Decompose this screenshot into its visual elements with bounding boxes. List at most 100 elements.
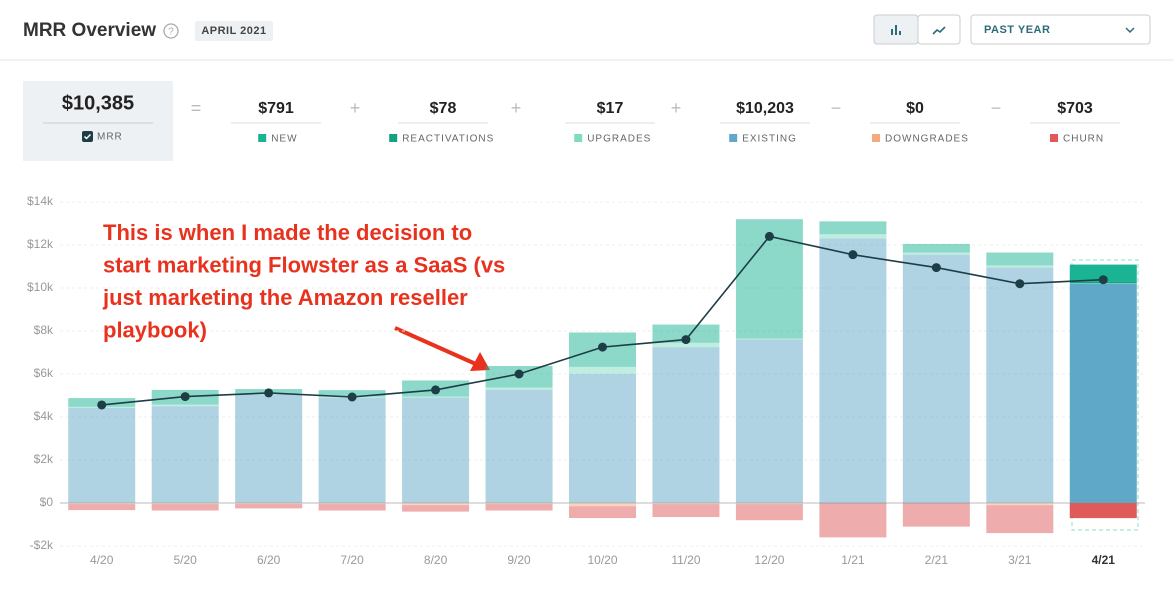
bar-segment	[485, 503, 553, 505]
mrr-point	[931, 263, 941, 273]
bar-segment	[235, 394, 303, 503]
x-tick-label: 10/20	[587, 553, 617, 567]
bar-segment	[402, 503, 470, 506]
arrow	[394, 326, 479, 367]
summary-label: DOWNGRADES	[885, 134, 969, 145]
x-tick-label: 1/21	[841, 553, 865, 567]
line-icon	[932, 26, 946, 35]
bar-segment	[986, 252, 1054, 266]
bar-segment	[652, 347, 720, 503]
bar-segment	[569, 503, 636, 507]
summary-label: REACTIVATIONS	[402, 134, 494, 145]
summary-swatch	[1050, 134, 1058, 142]
bar-segment	[902, 254, 970, 503]
x-tick-label: 4/20	[90, 553, 114, 567]
bar-segment	[151, 503, 219, 505]
bar-segment	[902, 243, 970, 253]
annotation: This is when I made the decision to	[103, 220, 472, 245]
summary-value: $791	[258, 100, 294, 117]
svg-text:?: ?	[168, 27, 174, 38]
x-tick-label: 11/20	[671, 553, 700, 567]
mrr-point	[1098, 275, 1108, 285]
mrr-point	[848, 250, 858, 260]
bar-segment	[986, 503, 1054, 506]
bar-segment	[735, 338, 803, 340]
bar-segment	[68, 407, 136, 503]
bar-segment	[151, 504, 219, 511]
summary-value: $703	[1057, 100, 1093, 117]
bar-segment	[735, 339, 803, 503]
total-box	[23, 81, 173, 161]
bar-segment	[485, 387, 553, 390]
summary-label: EXISTING	[742, 134, 797, 145]
summary-value: $10,203	[736, 100, 794, 117]
bar-segment	[652, 503, 720, 505]
bar-segment	[318, 504, 386, 511]
summary-value: $0	[906, 100, 924, 117]
help-icon[interactable]	[163, 23, 179, 39]
summary-swatch	[389, 134, 398, 142]
x-tick-label: 8/20	[424, 553, 448, 567]
mrr-point	[97, 400, 107, 410]
y-tick-label: $2k	[34, 452, 54, 466]
summary-value: $17	[597, 100, 624, 117]
period: APRIL 2021	[201, 25, 266, 37]
y-tick-label: -$2k	[30, 538, 54, 552]
operator: +	[350, 98, 361, 118]
bar-segment	[819, 221, 887, 235]
summary-swatch	[729, 134, 738, 142]
mrr-point	[264, 388, 274, 398]
operator: =	[191, 98, 202, 118]
bar-segment	[151, 406, 219, 503]
bar-segment	[1069, 503, 1137, 519]
bar-segment	[569, 366, 636, 374]
bar-segment	[318, 397, 386, 503]
line-toggle[interactable]	[917, 14, 961, 45]
page-title: MRR Overview	[23, 20, 156, 41]
x-tick-label: 6/20	[257, 553, 281, 567]
summary-label: CHURN	[1063, 134, 1104, 145]
total-value: $10,385	[62, 92, 134, 114]
operator: −	[831, 98, 842, 118]
bar-segment	[402, 505, 470, 512]
bar-segment	[652, 504, 720, 517]
bar-segment	[986, 505, 1054, 534]
summary-swatch	[258, 134, 267, 142]
bar-segment	[735, 504, 803, 521]
x-tick-label: 9/20	[507, 553, 531, 567]
operator: +	[511, 98, 522, 118]
bar-segment	[402, 397, 470, 503]
y-tick-label: $6k	[34, 366, 54, 380]
y-tick-label: $14k	[27, 194, 54, 208]
total-label: MRR	[97, 132, 123, 143]
bar-segment	[485, 504, 553, 511]
bar-segment	[569, 374, 636, 503]
period-badge	[195, 21, 273, 41]
bar-segment	[235, 503, 303, 505]
x-tick-label: 4/21	[1092, 553, 1116, 567]
mrr-point	[180, 392, 190, 402]
x-tick-label: 2/21	[925, 553, 949, 567]
mrr-point	[598, 342, 607, 352]
mrr-point	[514, 369, 524, 379]
summary-swatch	[574, 134, 583, 142]
range: PAST YEAR	[984, 24, 1050, 36]
mrr-point	[681, 335, 691, 345]
operator: −	[991, 98, 1002, 118]
y-tick-label: $12k	[27, 237, 54, 251]
x-tick-label: 3/21	[1008, 553, 1032, 567]
bar-segment	[151, 404, 219, 407]
mrr-point	[431, 385, 441, 395]
bar-segment	[68, 504, 136, 511]
bar-icon	[891, 25, 901, 35]
y-tick-label: $10k	[27, 280, 54, 294]
bar-segment	[819, 234, 887, 239]
x-tick-label: 5/20	[174, 553, 198, 567]
operator: +	[671, 98, 682, 118]
annotation: playbook)	[103, 317, 207, 342]
bar-segment	[1069, 283, 1137, 503]
summary-swatch	[872, 134, 880, 142]
bar-segment	[1069, 264, 1137, 282]
range-select[interactable]	[970, 14, 1151, 45]
